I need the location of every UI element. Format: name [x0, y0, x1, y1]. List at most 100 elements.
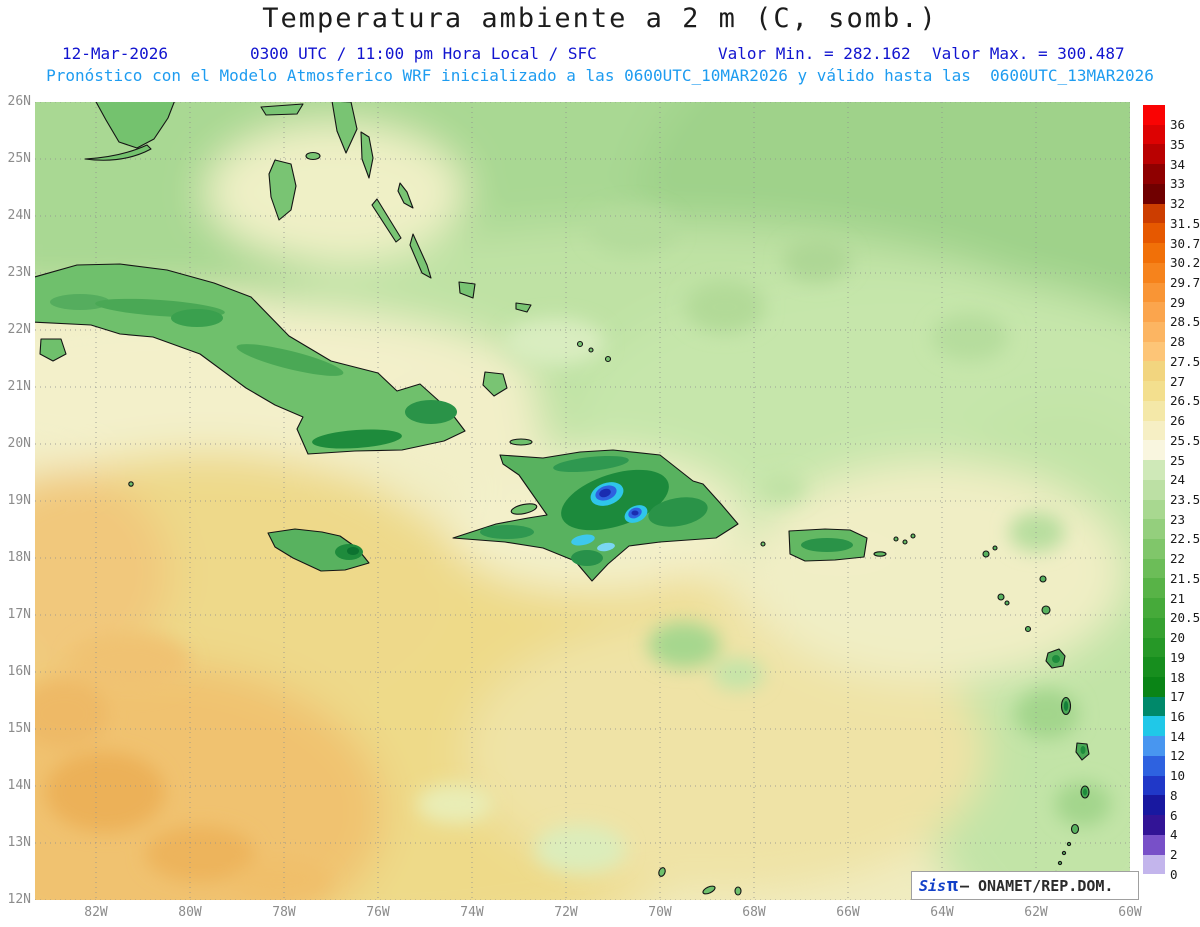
colorbar-tick-label: 30.2 — [1170, 255, 1200, 271]
map-svg — [35, 102, 1130, 900]
lat-tick-label: 12N — [7, 892, 31, 907]
colorbar-cell — [1143, 874, 1165, 895]
graticule — [35, 102, 1130, 900]
colorbar-cell — [1143, 479, 1165, 501]
colorbar-cell — [1143, 617, 1165, 639]
lat-tick-label: 14N — [7, 778, 31, 793]
colorbar-tick-label: 6 — [1170, 807, 1178, 823]
colorbar-cell — [1143, 203, 1165, 224]
lat-tick-label: 23N — [7, 265, 31, 280]
lon-tick-label: 60W — [1118, 905, 1142, 920]
colorbar-cell — [1143, 755, 1165, 777]
colorbar-cell — [1143, 282, 1165, 303]
lon-tick-label: 76W — [366, 905, 390, 920]
colorbar-cell — [1143, 400, 1165, 422]
colorbar-tick-label: 30.7 — [1170, 235, 1200, 251]
lat-tick-label: 21N — [7, 379, 31, 394]
colorbar-cell — [1143, 499, 1165, 520]
branding-separator: – — [959, 876, 978, 895]
colorbar-cell — [1143, 361, 1165, 382]
lat-tick-label: 20N — [7, 436, 31, 451]
colorbar-tick-label: 23.5 — [1170, 492, 1200, 507]
lon-tick-label: 70W — [648, 905, 672, 920]
colorbar-cell — [1143, 558, 1165, 579]
colorbar-tick-label: 2 — [1170, 847, 1178, 863]
branding-app-name: Sis — [919, 876, 947, 895]
colorbar-tick-label: 22 — [1170, 551, 1186, 567]
islands-bahamas — [260, 102, 612, 397]
colorbar-tick-label: 34 — [1170, 156, 1186, 172]
colorbar-cell — [1143, 302, 1165, 323]
colorbar-cell — [1143, 578, 1165, 599]
lat-tick-label: 17N — [7, 607, 31, 622]
colorbar-tick-label: 23 — [1170, 511, 1186, 527]
colorbar-cell — [1143, 144, 1165, 165]
lon-tick-label: 74W — [460, 905, 484, 920]
colorbar-tick-label: 29 — [1170, 294, 1186, 310]
colorbar-tick-label: 36 — [1170, 117, 1186, 133]
colorbar-tick-label: 29.7 — [1170, 275, 1200, 291]
colorbar-tick-label: 12 — [1170, 748, 1186, 764]
islands-abc — [658, 867, 742, 896]
colorbar-tick-label: 32 — [1170, 196, 1186, 212]
colorbar-tick-label: 4 — [1170, 827, 1178, 843]
colorbar-tick-label: 25.5 — [1170, 432, 1200, 448]
lon-tick-label: 78W — [272, 905, 296, 920]
lon-tick-label: 62W — [1024, 905, 1048, 920]
colorbar-cell — [1143, 460, 1165, 481]
colorbar-cell — [1143, 105, 1165, 126]
lon-tick-label: 66W — [836, 905, 860, 920]
colorbar-tick-label: 28.5 — [1170, 314, 1200, 330]
branding-box: Sis π – ONAMET/REP.DOM. — [911, 871, 1139, 900]
colorbar-cell — [1143, 538, 1165, 560]
terrain-shading — [50, 294, 1087, 796]
colorbar-tick-label: 14 — [1170, 728, 1186, 744]
colorbar-tick-label: 18 — [1170, 669, 1186, 685]
model-run-line: Pronóstico con el Modelo Atmosferico WRF… — [46, 66, 1154, 85]
colorbar-cell — [1143, 854, 1165, 875]
colorbar-cell — [1143, 834, 1165, 856]
colorbar-tick-label: 25 — [1170, 452, 1186, 468]
island-jamaica — [267, 528, 370, 572]
florida-peninsula — [84, 102, 175, 161]
colorbar-tick-label: 27 — [1170, 373, 1186, 389]
lat-tick-label: 25N — [7, 151, 31, 166]
colorbar-cell — [1143, 598, 1165, 619]
lat-tick-label: 18N — [7, 550, 31, 565]
colorbar-tick-label: 27.5 — [1170, 353, 1200, 369]
colorbar-cell — [1143, 637, 1165, 658]
colorbar-cell — [1143, 420, 1165, 441]
colorbar-tick-label: 22.5 — [1170, 531, 1200, 547]
lon-tick-label: 82W — [84, 905, 108, 920]
meta-line: 12-Mar-2026 0300 UTC / 11:00 pm Hora Loc… — [0, 44, 1200, 64]
colorbar-tick-label: 35 — [1170, 136, 1186, 152]
lat-tick-label: 24N — [7, 208, 31, 223]
colorbar-tick-label: 0 — [1170, 866, 1178, 882]
colorbar-tick-label: 19 — [1170, 649, 1186, 665]
colorbar-cells — [1143, 105, 1165, 895]
lat-tick-label: 16N — [7, 664, 31, 679]
colorbar-cell — [1143, 243, 1165, 264]
colorbar-cell — [1143, 321, 1165, 343]
colorbar-tick-label: 26.5 — [1170, 393, 1200, 409]
chart-title: Temperatura ambiente a 2 m (C, somb.) — [262, 3, 938, 34]
colorbar-tick-label: 26 — [1170, 413, 1186, 429]
colorbar: 36 35 34 33 32 31.5 30.7 30.2 29.7 29 28.5 28 27.5 27… — [1143, 105, 1200, 895]
colorbar-tick-label: 21 — [1170, 590, 1186, 606]
colorbar-tick-label: 33 — [1170, 176, 1186, 192]
colorbar-tick-label: 21.5 — [1170, 570, 1200, 586]
colorbar-cell — [1143, 696, 1165, 718]
lon-tick-label: 72W — [554, 905, 578, 920]
colorbar-tick-label: 17 — [1170, 689, 1186, 705]
colorbar-cell — [1143, 124, 1165, 146]
lon-tick-label: 80W — [178, 905, 202, 920]
colorbar-cell — [1143, 657, 1165, 678]
value-max-label: Valor Max. = 300.487 — [932, 44, 1125, 63]
colorbar-tick-label: 28 — [1170, 334, 1186, 350]
colorbar-cell — [1143, 815, 1165, 836]
valid-time: 0300 UTC / 11:00 pm Hora Local / SFC — [250, 44, 597, 63]
colorbar-cell — [1143, 223, 1165, 244]
value-min-label: Valor Min. = 282.162 — [718, 44, 911, 63]
colorbar-cell — [1143, 440, 1165, 461]
